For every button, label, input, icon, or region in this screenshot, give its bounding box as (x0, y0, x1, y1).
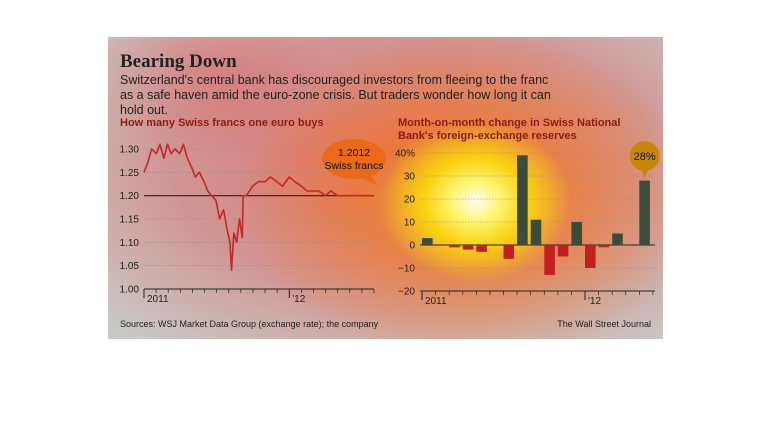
left-x-tick-label: '12 (292, 294, 305, 305)
right-y-tick-label: −20 (398, 287, 415, 298)
reserves-bar (462, 245, 474, 250)
left-y-tick-label: 1.25 (120, 168, 140, 179)
left-y-tick-label: 1.00 (120, 285, 140, 296)
right-y-tick-label: −10 (398, 264, 415, 275)
right-panel-title: Month-on-month change in Swiss National … (398, 117, 621, 142)
credit: The Wall Street Journal (557, 319, 651, 329)
right-y-tick-label: 40% (395, 149, 415, 160)
chart-subtitle: Switzerland's central bank has discourag… (120, 73, 551, 117)
right-x-tick-label: 2011 (425, 296, 447, 307)
reserves-bar (612, 233, 623, 245)
rate-callout-value: 1.2012 (338, 147, 370, 159)
reserves-bar (544, 245, 555, 275)
reserves-bar (517, 155, 528, 245)
reserves-bar (422, 238, 433, 245)
left-y-tick-label: 1.10 (120, 238, 140, 249)
exchange-rate-series-line (143, 143, 374, 272)
reserves-callout-bubble (629, 141, 660, 171)
reserves-callout-pointer (640, 169, 649, 178)
reserves-bar (449, 245, 460, 248)
reserves-bar (639, 180, 650, 245)
reserves-bar (476, 245, 487, 252)
figure: Bearing Down Switzerland's central bank … (108, 37, 663, 339)
left-y-tick-label: 1.30 (120, 145, 140, 156)
right-y-tick-label: 20 (404, 195, 416, 206)
rate-callout-label: Swiss francs (325, 160, 384, 172)
left-y-tick-label: 1.20 (120, 191, 140, 202)
right-y-tick-label: 30 (404, 172, 416, 183)
right-y-tick-label: 0 (409, 241, 415, 252)
left-x-tick-label: 2011 (147, 294, 169, 305)
rate-callout-bubble (322, 139, 386, 179)
left-y-tick-label: 1.15 (120, 215, 140, 226)
sources-note: Sources: WSJ Market Data Group (exchange… (120, 319, 379, 329)
reserves-bar (598, 245, 610, 248)
left-panel-title: How many Swiss francs one euro buys (120, 117, 324, 129)
rate-callout-pointer (360, 174, 378, 186)
reserves-callout-label: 28% (634, 151, 656, 163)
reserves-bar (530, 219, 542, 245)
right-y-tick-label: 10 (404, 218, 416, 229)
reserves-bar (503, 245, 515, 259)
charts-svg: 1.30 1.25 1.20 1.15 1.10 1.05 1.00 2011 '12 1.201… (120, 139, 660, 307)
reserves-bar (585, 245, 596, 268)
chart-title: Bearing Down (120, 51, 237, 72)
right-x-tick-label: '12 (588, 296, 601, 307)
left-y-tick-label: 1.05 (120, 261, 140, 272)
reserves-bar (571, 222, 582, 245)
reserves-bar (557, 245, 569, 257)
